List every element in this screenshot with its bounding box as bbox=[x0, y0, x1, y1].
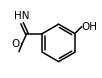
Text: HN: HN bbox=[14, 11, 29, 21]
Text: O: O bbox=[12, 39, 20, 49]
Text: OH: OH bbox=[82, 22, 98, 32]
